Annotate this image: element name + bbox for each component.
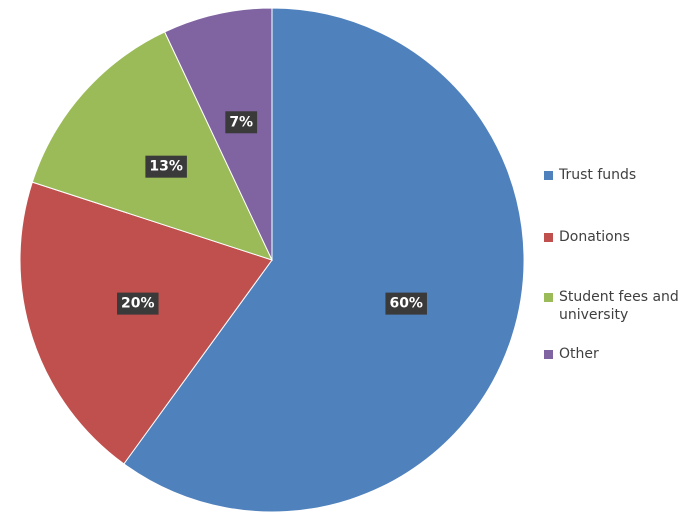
legend-label: Trust funds xyxy=(559,166,679,184)
legend-item-trust-funds: Trust funds xyxy=(544,166,679,184)
data-label-other: 7% xyxy=(225,111,257,133)
data-label-trust-funds: 60% xyxy=(385,293,427,315)
data-label-text: 20% xyxy=(121,296,155,312)
pie-slices xyxy=(20,8,524,512)
legend-item-donations: Donations xyxy=(544,228,679,246)
legend-label: Student fees and university xyxy=(559,288,679,324)
data-label-student-fees-and-university: 13% xyxy=(145,156,187,178)
legend-swatch xyxy=(544,233,553,242)
data-label-text: 7% xyxy=(229,114,253,130)
legend-swatch xyxy=(544,293,553,302)
legend-item-other: Other xyxy=(544,345,679,363)
legend-label: Donations xyxy=(559,228,679,246)
legend-label: Other xyxy=(559,345,679,363)
data-label-text: 60% xyxy=(389,296,423,312)
legend-item-student-fees: Student fees and university xyxy=(544,288,679,324)
data-label-text: 13% xyxy=(149,159,183,175)
legend-swatch xyxy=(544,171,553,180)
data-label-donations: 20% xyxy=(117,293,159,315)
legend-swatch xyxy=(544,350,553,359)
